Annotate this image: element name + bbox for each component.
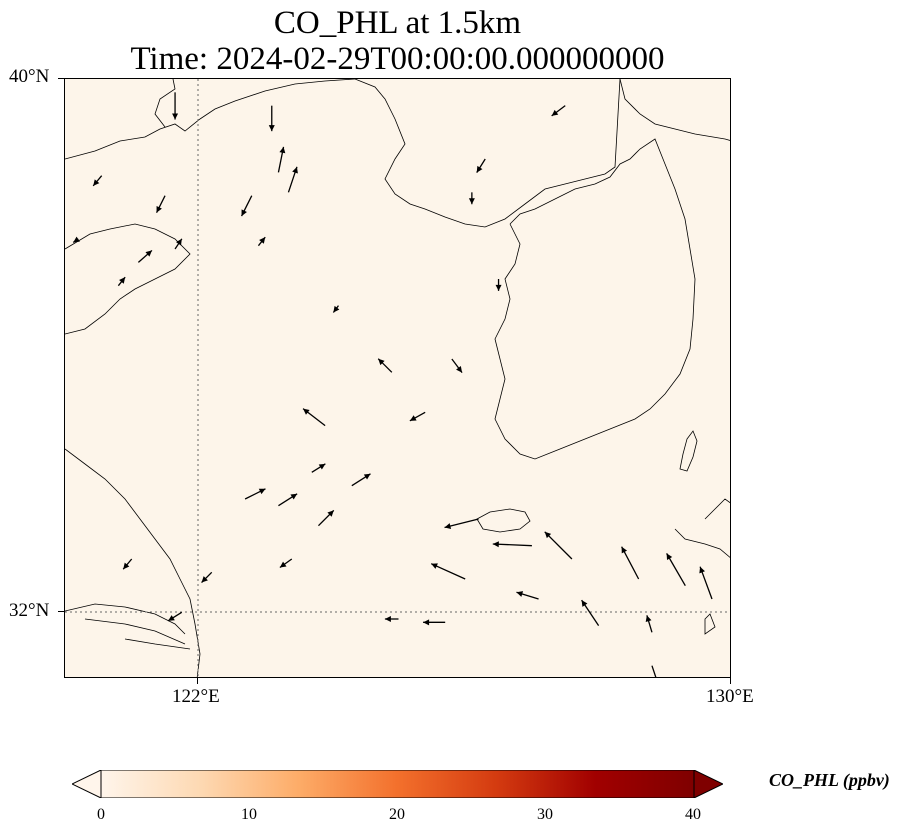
wind-vector-38: [651, 665, 657, 677]
wind-vector-17: [451, 358, 463, 373]
colorbar-tick-40: 40: [685, 806, 701, 823]
wind-vector-36: [423, 619, 446, 626]
wind-vector-34: [581, 599, 600, 627]
coastline-china-east: [65, 448, 201, 677]
wind-vector-18: [377, 358, 393, 373]
map-plot-area: [64, 78, 731, 678]
wind-vector-26: [444, 518, 479, 529]
map-title-line-2: Time: 2024-02-29T00:00:00.000000000: [130, 41, 665, 77]
wind-vector-6: [92, 175, 103, 187]
wind-vector-16: [495, 279, 502, 291]
wind-vector-28: [544, 531, 573, 560]
wind-vector-23: [278, 493, 298, 507]
wind-vector-1: [268, 105, 275, 132]
wind-vector-12: [476, 158, 486, 173]
colorbar-low-extend: [72, 770, 102, 798]
wind-vector-25: [318, 509, 335, 527]
wind-vector-40: [201, 571, 213, 583]
wind-vector-33: [516, 591, 539, 600]
tick-lat-40: [58, 78, 64, 79]
colorbar-high-extend: [693, 770, 723, 798]
lat-label-32: 32°N: [9, 600, 50, 621]
coastline-korea: [494, 138, 696, 460]
colorbar-tick-20: 20: [389, 806, 405, 823]
wind-vector-32: [430, 563, 466, 580]
wind-vector-37: [384, 616, 399, 622]
colorbar-tick-0: 0: [97, 806, 105, 823]
wind-vector-42: [167, 611, 183, 622]
wind-vector-11: [117, 276, 126, 287]
wind-vector-10: [137, 249, 153, 263]
map-title-line-1: CO_PHL at 1.5km: [273, 5, 522, 41]
wind-vector-41: [122, 558, 133, 570]
tick-lat-32: [58, 611, 64, 612]
wind-vector-9: [257, 236, 266, 247]
wind-vector-7: [72, 236, 80, 243]
wind-vector-31: [699, 566, 713, 600]
colorbar-tick-10: 10: [241, 806, 257, 823]
wind-vector-27: [492, 541, 532, 548]
wind-vector-8: [174, 238, 183, 250]
coastline-korea-east: [619, 79, 730, 141]
lon-label-122: 122°E: [172, 686, 220, 707]
wind-vector-24: [244, 488, 266, 500]
colorbar: [72, 770, 723, 798]
wind-vector-29: [621, 546, 640, 580]
wind-vector-3: [287, 166, 298, 193]
island-tsushima: [679, 430, 698, 472]
wind-vector-14: [468, 192, 475, 205]
tick-lon-122: [197, 678, 198, 684]
island-jeju: [476, 508, 531, 533]
coastline-north-shore: [354, 79, 621, 228]
colorbar-gradient: [100, 770, 695, 798]
wind-vector-15: [332, 305, 340, 313]
wind-vector-4: [240, 195, 253, 217]
map-canvas: [65, 79, 730, 677]
tick-lon-130: [730, 678, 731, 684]
colorbar-tick-30: 30: [537, 806, 553, 823]
colorbar-title: CO_PHL (ppbv): [769, 770, 890, 790]
wind-vector-30: [666, 553, 686, 586]
wind-vector-2: [277, 146, 286, 173]
wind-vector-13: [551, 105, 566, 117]
wind-vector-0: [172, 92, 179, 120]
island-kyushu: [674, 498, 730, 635]
wind-vector-5: [155, 195, 166, 213]
coastline-liaodong: [65, 79, 356, 160]
wind-vector-layer: [72, 92, 713, 677]
wind-vector-19: [409, 411, 426, 422]
wind-vector-35: [645, 615, 653, 633]
wind-vector-22: [351, 473, 371, 487]
lat-label-40: 40°N: [9, 66, 50, 87]
wind-vector-21: [311, 463, 326, 473]
lon-label-130: 130°E: [706, 686, 754, 707]
wind-vector-20: [302, 408, 326, 427]
coastline-shandong: [65, 223, 191, 335]
coastline-yangtze: [65, 603, 191, 650]
wind-vector-39: [279, 558, 293, 569]
